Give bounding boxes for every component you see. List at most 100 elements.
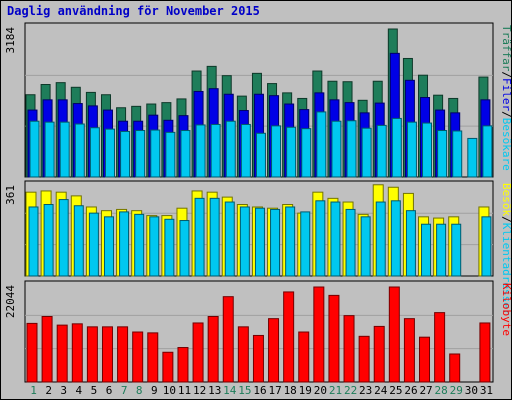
middle-bar-sites-day-11 [179, 220, 190, 277]
top-legend-sites: Besökare [500, 118, 512, 171]
x-tick-day-24: 24 [374, 384, 388, 397]
middle-bar-sites-day-10 [164, 218, 175, 277]
middle-bar-sites-day-2 [43, 204, 54, 277]
top-legend-sep: / [500, 111, 512, 118]
middle-bar-sites-day-18 [285, 206, 296, 277]
middle-bar-sites-day-12 [194, 197, 205, 277]
bottom-bar-kbytes-day-23 [358, 335, 370, 383]
x-tick-day-22: 22 [344, 384, 357, 397]
x-tick-day-14: 14 [223, 384, 237, 397]
top-bar-sites-day-15 [240, 123, 251, 178]
bottom-bar-kbytes-day-5 [86, 326, 98, 383]
x-tick-day-23: 23 [359, 384, 372, 397]
bottom-bar-kbytes-day-7 [117, 326, 129, 383]
top-bar-sites-day-22 [346, 120, 357, 178]
bottom-bar-kbytes-day-9 [147, 332, 159, 383]
x-tick-day-10: 10 [163, 384, 176, 397]
x-tick-day-17: 17 [268, 384, 281, 397]
x-tick-day-1: 1 [30, 384, 37, 397]
x-tick-day-13: 13 [208, 384, 221, 397]
bottom-bar-kbytes-day-24 [373, 325, 385, 383]
bottom-bar-kbytes-day-18 [283, 291, 295, 383]
top-bar-sites-day-13 [210, 123, 221, 178]
top-bar-sites-day-20 [316, 111, 327, 178]
middle-bar-sites-day-13 [209, 197, 220, 277]
top-bar-sites-day-18 [286, 126, 297, 178]
middle-bar-sites-day-9 [149, 216, 160, 277]
x-tick-day-18: 18 [284, 384, 297, 397]
x-tick-day-19: 19 [299, 384, 312, 397]
bottom-bar-kbytes-day-2 [41, 315, 53, 383]
bottom-bar-kbytes-day-12 [192, 322, 204, 383]
x-tick-day-29: 29 [450, 384, 463, 397]
x-tick-day-15: 15 [238, 384, 251, 397]
bottom-bar-kbytes-day-29 [449, 353, 461, 383]
top-legend-files: Filer [500, 78, 512, 111]
bottom-bar-kbytes-day-25 [388, 286, 400, 383]
middle-bar-sites-day-29 [451, 223, 462, 277]
bottom-bar-kbytes-day-8 [132, 331, 144, 383]
top-bar-sites-day-16 [255, 132, 266, 178]
x-tick-day-9: 9 [151, 384, 158, 397]
bottom-legend-label: Kilobyte [500, 283, 512, 336]
top-bar-sites-day-6 [104, 128, 115, 178]
bottom-bar-kbytes-day-27 [419, 336, 431, 383]
top-bar-sites-day-26 [406, 121, 417, 178]
x-tick-day-27: 27 [419, 384, 432, 397]
top-bar-sites-day-29 [452, 130, 463, 178]
bottom-bar-kbytes-day-28 [434, 312, 446, 383]
top-legend-sep: / [500, 71, 512, 78]
middle-legend-label: Besök/Klientadresser [500, 183, 512, 316]
middle-bar-sites-day-16 [254, 207, 265, 277]
bottom-bar-kbytes-day-17 [268, 318, 280, 383]
top-bar-sites-day-3 [59, 121, 70, 178]
middle-bar-sites-day-6 [103, 216, 114, 277]
top-bar-sites-day-31 [482, 125, 493, 178]
middle-bar-sites-day-25 [390, 200, 401, 277]
top-bar-sites-day-5 [89, 127, 100, 178]
top-bar-sites-day-12 [195, 124, 206, 178]
bottom-bar-kbytes-day-22 [343, 315, 355, 383]
middle-bar-sites-day-5 [88, 212, 99, 277]
top-bar-sites-day-19 [301, 128, 312, 178]
top-bar-sites-day-2 [44, 121, 55, 178]
middle-bar-sites-day-7 [119, 211, 130, 277]
bottom-ymax-label: 22044 [4, 285, 17, 318]
x-tick-day-5: 5 [91, 384, 98, 397]
middle-legend-visits: Besök [500, 183, 512, 216]
middle-bar-sites-day-1 [28, 206, 39, 277]
middle-bar-sites-day-23 [360, 216, 371, 277]
bottom-bar-kbytes-day-20 [313, 286, 325, 383]
top-legend-hits: Träffar [500, 25, 512, 72]
middle-bar-sites-day-28 [436, 223, 447, 277]
x-tick-day-21: 21 [329, 384, 342, 397]
bottom-bar-kbytes-day-31 [479, 322, 491, 383]
x-tick-day-25: 25 [389, 384, 402, 397]
middle-bar-sites-day-17 [270, 208, 281, 277]
x-tick-day-16: 16 [253, 384, 266, 397]
middle-bar-sites-day-3 [58, 199, 69, 277]
x-tick-day-26: 26 [404, 384, 417, 397]
middle-bar-sites-day-31 [481, 216, 492, 277]
top-bar-sites-day-11 [180, 130, 191, 178]
top-bar-sites-day-4 [74, 123, 85, 178]
x-tick-day-8: 8 [136, 384, 143, 397]
top-bar-sites-day-21 [331, 120, 342, 178]
bottom-bar-kbytes-day-3 [56, 324, 68, 383]
x-tick-day-6: 6 [106, 384, 113, 397]
x-tick-day-7: 7 [121, 384, 128, 397]
top-bar-sites-day-17 [271, 125, 282, 178]
x-tick-day-30: 30 [465, 384, 478, 397]
middle-bar-sites-day-4 [73, 205, 84, 277]
x-tick-day-3: 3 [60, 384, 67, 397]
bottom-legend-kbytes: Kilobyte [500, 283, 512, 336]
middle-legend-sites: Klientadresser [500, 223, 512, 316]
middle-bar-sites-day-14 [224, 201, 235, 277]
middle-bar-sites-day-8 [134, 213, 145, 277]
middle-bar-sites-day-26 [405, 210, 416, 277]
top-bar-sites-day-30 [467, 137, 478, 178]
x-tick-day-11: 11 [178, 384, 191, 397]
bottom-bar-kbytes-day-21 [328, 294, 340, 383]
bottom-bar-kbytes-day-11 [177, 347, 189, 383]
